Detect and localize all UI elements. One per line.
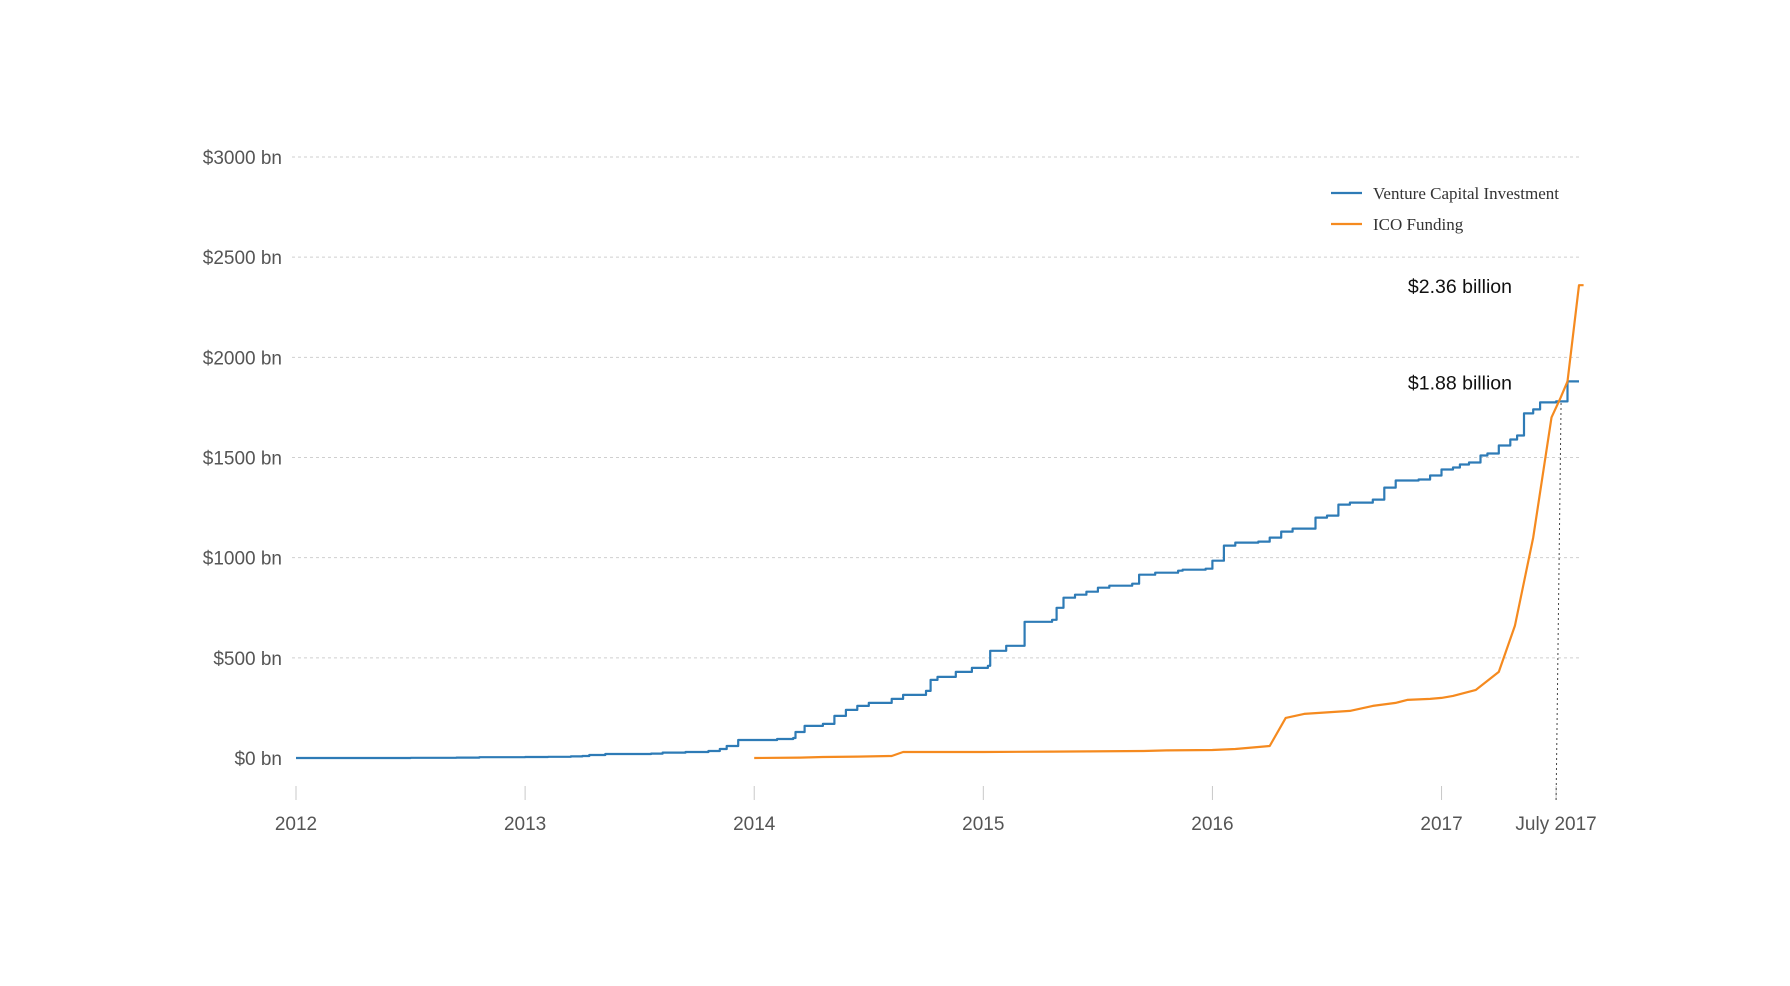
y-axis: $0 bn $500 bn $1000 bn $1500 bn $2000 bn $250…	[203, 148, 282, 770]
annotation-1-88-billion: $1.88 billion	[1408, 372, 1512, 394]
x-tick-label: 2012	[275, 814, 317, 835]
y-tick-label: $0 bn	[234, 749, 282, 770]
x-tick-label: 2013	[504, 814, 546, 835]
annotation-2-36-billion: $2.36 billion	[1408, 276, 1512, 298]
y-tick-label: $3000 bn	[203, 148, 282, 169]
x-axis: 2012 2013 2014 2015 2016 2017 July 2017	[275, 786, 1597, 835]
ico-funding-line	[754, 284, 1584, 760]
y-tick-label: $500 bn	[213, 649, 282, 670]
venture-capital-investment-line	[296, 380, 1579, 760]
x-tick-label: 2016	[1191, 814, 1233, 835]
x-tick-label: July 2017	[1515, 814, 1596, 835]
legend-label-venture-capital-investment: Venture Capital Investment	[1373, 184, 1559, 203]
july-2017-reference	[1555, 401, 1562, 801]
value-annotations: $2.36 billion $1.88 billion	[1408, 276, 1512, 394]
legend: Venture Capital Investment ICO Funding	[1331, 184, 1559, 234]
x-tick-label: 2015	[962, 814, 1004, 835]
x-tick-label: 2017	[1420, 814, 1462, 835]
y-tick-label: $1000 bn	[203, 549, 282, 570]
y-tick-label: $1500 bn	[203, 449, 282, 470]
reference-line	[1555, 401, 1562, 801]
y-tick-label: $2500 bn	[203, 248, 282, 269]
legend-label-ico-funding: ICO Funding	[1373, 215, 1464, 234]
x-tick-label: 2014	[733, 814, 776, 835]
series-lines	[296, 284, 1584, 760]
horizontal-gridlines	[292, 156, 1579, 659]
y-tick-label: $2000 bn	[203, 348, 282, 369]
